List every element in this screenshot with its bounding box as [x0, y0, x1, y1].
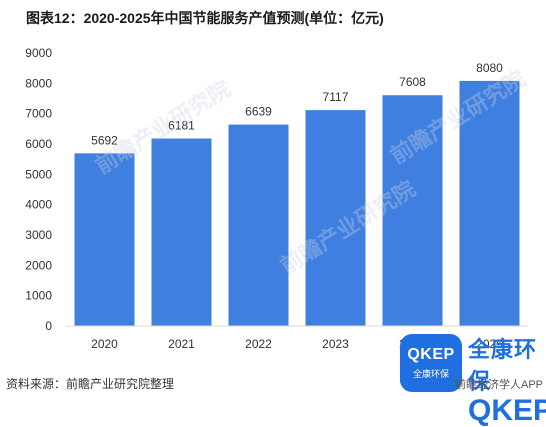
y-tick-label: 9000 — [25, 46, 52, 60]
chart-title: 图表12：2020-2025年中国节能服务产值预测(单位：亿元) — [26, 10, 384, 26]
bar-series — [74, 80, 520, 326]
x-tick-label-2022: 2022 — [245, 337, 272, 351]
y-tick-label: 1000 — [25, 289, 52, 303]
x-axis: 202020212022202320242025 — [91, 337, 503, 351]
data-label-2025: 8080 — [476, 61, 503, 75]
bar-2023 — [305, 110, 366, 326]
y-axis: 0 1000 2000 3000 4000 5000 6000 7000 8000 9000 — [25, 46, 52, 333]
x-tick-label-2020: 2020 — [91, 337, 118, 351]
qkep-logo: QKEP 全康环保 — [400, 334, 462, 392]
y-tick-label: 3000 — [25, 228, 52, 242]
y-tick-label: 6000 — [25, 137, 52, 151]
app-label: 前瞻经济学人APP — [455, 379, 544, 391]
x-tick-label-2021: 2021 — [168, 337, 195, 351]
logo-box-line2: 全康环保 — [412, 369, 449, 379]
logo-box-line1: QKEP — [407, 346, 455, 363]
bar-2025 — [459, 80, 520, 326]
bar-2020 — [74, 153, 135, 326]
y-tick-label: 8000 — [25, 76, 52, 90]
wordmark-line2: QKEP — [468, 394, 546, 427]
data-labels: 5692 6181 6639 7117 7608 8080 — [91, 61, 503, 147]
y-tick-label: 7000 — [25, 107, 52, 121]
wordmark-line1: 全康环保 — [468, 337, 538, 394]
bar-2024 — [382, 95, 443, 326]
x-tick-label-2025: 2025 — [476, 337, 503, 351]
y-tick-label: 4000 — [25, 198, 52, 212]
y-tick-label: 5000 — [25, 167, 52, 181]
data-label-2022: 6639 — [245, 105, 272, 119]
y-tick-label: 0 — [45, 319, 52, 333]
bar-2021 — [151, 138, 212, 326]
data-label-2023: 7117 — [323, 90, 349, 104]
x-tick-label-2023: 2023 — [322, 337, 349, 351]
data-label-2021: 6181 — [168, 119, 195, 133]
bar-chart: 0 1000 2000 3000 4000 5000 6000 7000 8000 9000 56… — [25, 46, 528, 351]
source-note: 资料来源：前瞻产业研究院整理 — [6, 377, 175, 391]
data-label-2020: 5692 — [91, 133, 118, 147]
y-tick-label: 2000 — [25, 258, 52, 272]
bar-2022 — [228, 124, 289, 326]
data-label-2024: 7608 — [399, 75, 426, 89]
